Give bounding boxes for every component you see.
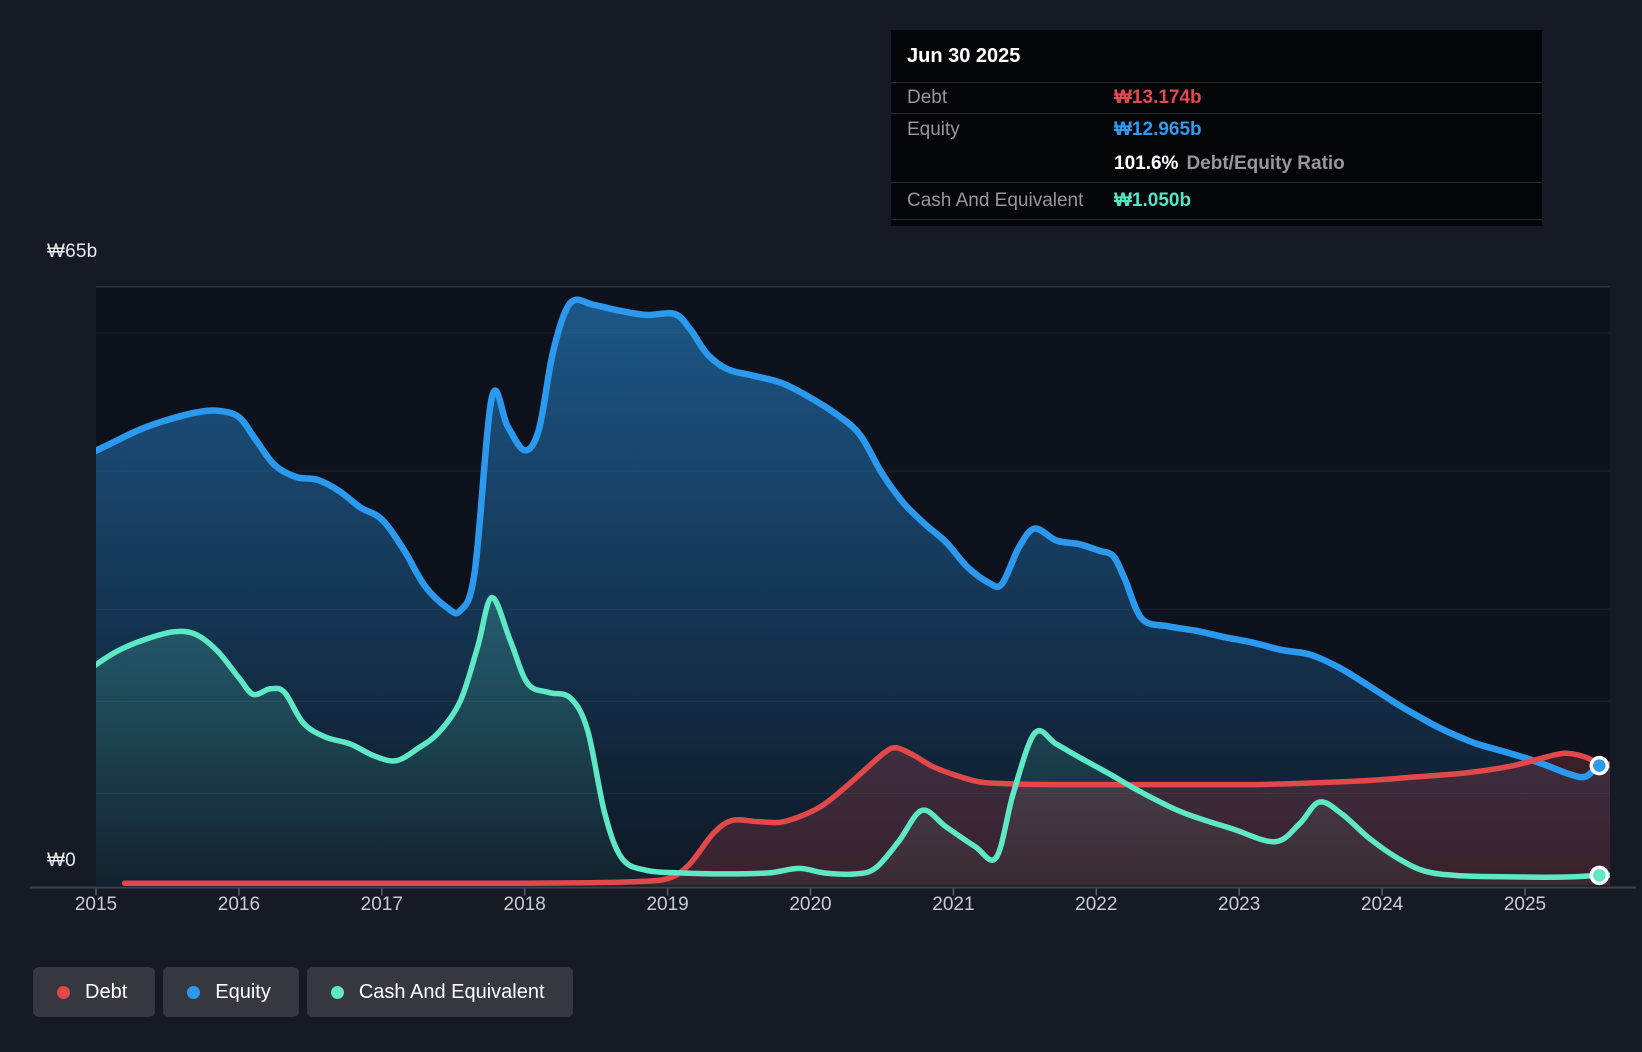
y-axis-label-max: ₩65b [47,241,97,263]
x-axis-label-2015: 2015 [75,894,117,916]
tooltip-value-equity: ₩12.965b [1114,119,1202,141]
x-axis-label-2022: 2022 [1075,894,1117,916]
cash-and-equivalent-hover-marker [1591,867,1607,883]
x-axis-label-2018: 2018 [504,894,546,916]
tooltip-value-debt: ₩13.174b [1114,87,1202,109]
equity-series-dot-icon [187,986,200,999]
tooltip-row-equity: Equity ₩12.965b [891,113,1542,145]
legend-label-debt: Debt [85,981,127,1004]
x-axis-label-2019: 2019 [646,894,688,916]
tooltip-label-debt: Debt [891,87,1114,109]
tooltip-label-cash: Cash And Equivalent [891,190,1114,212]
debt-equity-history-page: { "ui": { "y_axis_labels": ["₩65b", "₩0"… [0,0,1642,1052]
tooltip-date: Jun 30 2025 [891,30,1542,82]
x-axis-label-2024: 2024 [1361,894,1403,916]
x-axis-label-2017: 2017 [361,894,403,916]
legend-item-equity[interactable]: Equity [163,967,299,1017]
legend-label-cash: Cash And Equivalent [359,981,545,1004]
x-axis-label-2020: 2020 [789,894,831,916]
debt-series-dot-icon [57,986,70,999]
x-axis-label-2025: 2025 [1504,894,1546,916]
x-axis-label-2021: 2021 [932,894,974,916]
x-axis-label-2023: 2023 [1218,894,1260,916]
tooltip-value-cash: ₩1.050b [1114,190,1191,212]
legend-item-cash[interactable]: Cash And Equivalent [307,967,573,1017]
tooltip-row-ratio: 101.6% Debt/Equity Ratio [891,145,1542,182]
y-axis-label-zero: ₩0 [47,850,76,872]
tooltip-ratio-value: 101.6% [1114,153,1178,175]
x-axis-label-2016: 2016 [218,894,260,916]
tooltip-row-debt: Debt ₩13.174b [891,82,1542,113]
legend: Debt Equity Cash And Equivalent [33,967,573,1017]
equity-hover-marker [1591,758,1607,774]
cash-series-dot-icon [331,986,344,999]
legend-label-equity: Equity [215,981,271,1004]
tooltip-ratio-label: Debt/Equity Ratio [1186,153,1344,175]
legend-item-debt[interactable]: Debt [33,967,155,1017]
tooltip-row-cash: Cash And Equivalent ₩1.050b [891,182,1542,220]
hover-tooltip: Jun 30 2025 Debt ₩13.174b Equity ₩12.965… [891,30,1542,226]
tooltip-label-equity: Equity [891,119,1114,141]
